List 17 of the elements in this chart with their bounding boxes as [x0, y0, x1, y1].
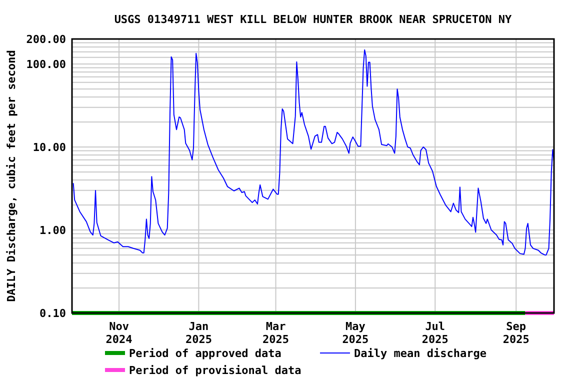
legend-label: Daily mean discharge: [354, 347, 487, 360]
x-tick-label: Jul 2025: [422, 320, 448, 346]
x-tick-label: Mar 2025: [262, 320, 290, 346]
x-tick-label: May 2025: [342, 320, 369, 346]
y-tick-label: 10.00: [32, 140, 66, 154]
x-tick-label: Sep 2025: [502, 320, 530, 346]
y-tick-label: 200.00: [26, 33, 66, 46]
line-series: [72, 49, 554, 256]
y-axis-title: DAILY Discharge, cubic feet per second: [5, 50, 18, 302]
legend-label: Period of provisional data: [129, 364, 302, 377]
x-tick-label: Jan 2025: [185, 320, 212, 346]
y-tick-label: 100.00: [26, 58, 66, 71]
x-tick-label: Nov 2024: [106, 320, 133, 346]
chart-title: USGS 01349711 WEST KILL BELOW HUNTER BROOK NEAR SPRUCETON NY: [114, 13, 512, 26]
y-tick-label: 0.10: [40, 307, 66, 320]
y-tick-label: 1.00: [40, 224, 66, 237]
legend-label: Period of approved data: [129, 347, 282, 360]
